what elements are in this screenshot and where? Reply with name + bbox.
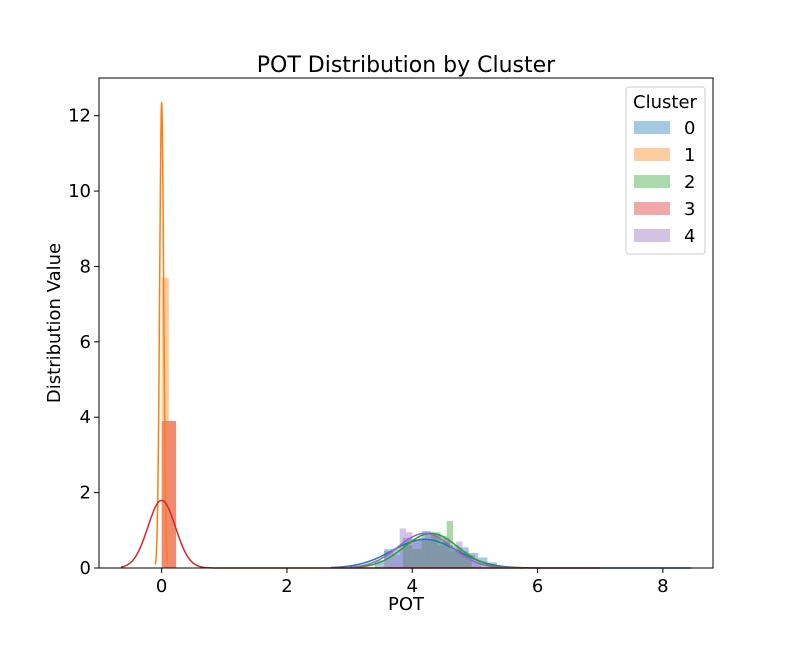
legend-swatch-3: [634, 202, 670, 215]
legend: Cluster 0 1 2 3 4: [625, 86, 706, 255]
y-tick-label-8: 8: [80, 256, 91, 277]
legend-label-3: 3: [684, 199, 695, 220]
bar-series-2-1: [412, 549, 422, 568]
legend-label-0: 0: [684, 118, 695, 139]
x-tick-label-6: 6: [532, 576, 543, 597]
bar-series-4-14: [474, 560, 482, 568]
bar-series-4-0: [384, 551, 394, 568]
legend-label-4: 4: [684, 226, 695, 247]
kde-line-series-1: [154, 101, 169, 565]
legend-label-1: 1: [684, 145, 695, 166]
bar-series-0-0: [374, 560, 385, 568]
bar-series-2-2: [421, 539, 432, 568]
legend-swatch-2: [634, 175, 670, 188]
bar-series-4-7: [431, 535, 438, 568]
x-tick-label-4: 4: [407, 576, 418, 597]
bar-series-4-5: [418, 537, 425, 568]
bar-series-0-6: [431, 534, 441, 568]
x-tick-label-0: 0: [156, 576, 167, 597]
x-axis-ticks: 0 2 4 6 8: [156, 568, 669, 597]
series-3-bars: [161, 421, 177, 568]
bar-series-2-4: [440, 535, 447, 568]
legend-box: [625, 86, 706, 255]
bar-series-2-0: [402, 545, 413, 568]
bar-series-0-2: [393, 548, 403, 568]
bar-series-4-6: [424, 532, 432, 568]
bar-series-0-5: [421, 531, 432, 568]
bar-series-4-10: [449, 551, 457, 568]
y-tick-label-6: 6: [80, 332, 91, 353]
legend-swatch-1: [634, 148, 670, 161]
y-tick-label-4: 4: [80, 407, 91, 428]
y-axis-ticks: 0 2 4 6 8 10 12: [68, 106, 99, 579]
y-tick-label-12: 12: [68, 106, 91, 127]
bar-series-3-0: [161, 421, 177, 568]
bar-series-2-3: [431, 532, 441, 568]
bar-series-0-3: [402, 537, 413, 568]
plot-frame: [98, 77, 714, 569]
kde-line-series-2: [349, 532, 526, 569]
kde-line-series-4: [349, 532, 513, 569]
bar-series-0-8: [449, 545, 460, 568]
bar-series-1-1: [168, 421, 177, 568]
legend-label-2: 2: [684, 172, 695, 193]
bar-series-0-4: [412, 539, 422, 568]
series-2-bars: [402, 520, 472, 568]
bar-series-4-4: [412, 539, 419, 568]
legend-swatch-4: [634, 229, 670, 242]
bar-series-4-11: [456, 541, 463, 568]
x-tick-label-2: 2: [281, 576, 292, 597]
bar-series-0-9: [459, 547, 469, 568]
bar-series-4-3: [406, 532, 413, 568]
chart-title: POT Distribution by Cluster: [257, 53, 556, 78]
x-tick-label-8: 8: [657, 576, 668, 597]
y-tick-label-0: 0: [80, 558, 91, 579]
bar-series-2-6: [452, 549, 463, 568]
bar-series-2-7: [462, 554, 472, 568]
legend-swatch-0: [634, 121, 670, 134]
bar-series-0-7: [440, 541, 450, 568]
bar-series-4-12: [462, 551, 469, 568]
bar-series-4-1: [393, 554, 400, 568]
y-tick-label-2: 2: [80, 483, 91, 504]
x-axis-label: POT: [388, 594, 425, 615]
y-axis-label: Distribution Value: [44, 243, 65, 403]
bar-series-4-9: [443, 537, 450, 568]
legend-title: Cluster: [633, 92, 697, 113]
bar-series-4-8: [437, 545, 444, 568]
bar-series-4-13: [468, 554, 475, 568]
y-tick-label-10: 10: [68, 181, 91, 202]
bar-series-2-5: [446, 520, 453, 568]
